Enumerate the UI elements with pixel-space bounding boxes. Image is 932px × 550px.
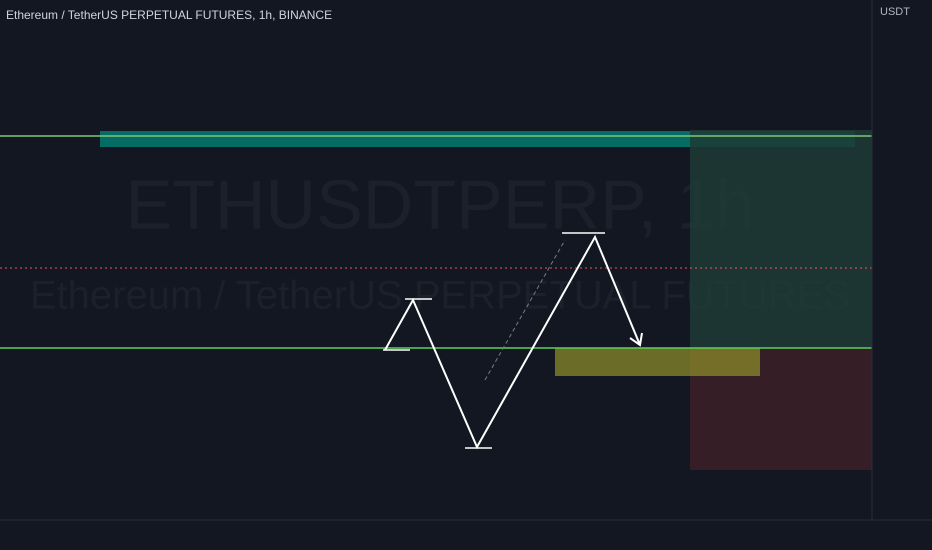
arrow-head [629, 332, 643, 347]
supply-zone [100, 131, 855, 147]
watermark-symbol: ETHUSDTPERP, 1h [126, 165, 755, 243]
zigzag [384, 234, 641, 450]
currency: USDT [880, 6, 910, 18]
demand-zone [555, 348, 760, 376]
chart-title: Ethereum / TetherUS PERPETUAL FUTURES, 1… [6, 8, 332, 22]
target-zone [690, 130, 872, 348]
price-axis [872, 0, 932, 520]
trend-line [484, 239, 566, 381]
